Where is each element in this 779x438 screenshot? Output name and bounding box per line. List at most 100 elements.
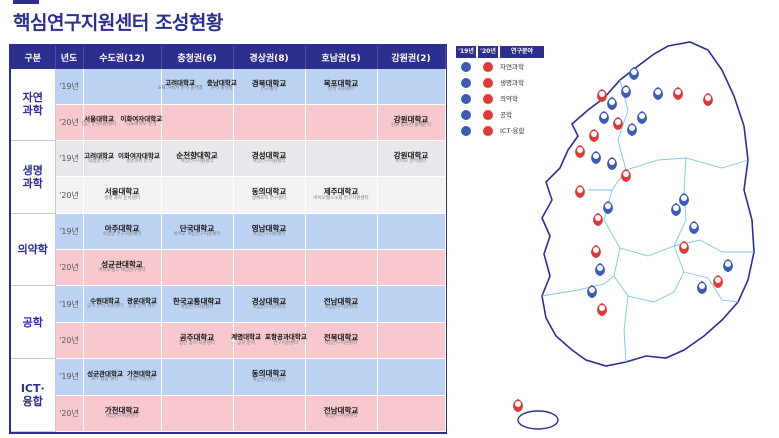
university-entry: 동의대학교 생체조직 연구센터 <box>252 188 287 201</box>
university-name: 영남대학교 <box>251 223 287 233</box>
location-pin-icon <box>593 213 603 226</box>
header-year: 년도 <box>55 46 84 69</box>
university-name: 성균관대학교 <box>101 260 143 270</box>
university-entry: 전남대학교 핵심연구지원센터 <box>323 296 359 311</box>
pin-icon <box>483 126 493 136</box>
pin-icon <box>483 94 493 104</box>
center-name: 융합 지원센터 <box>128 377 156 382</box>
university-name: 가천대학교 <box>126 369 157 378</box>
year-label: '20년 <box>55 249 84 287</box>
year-label: '19년 <box>55 213 84 251</box>
location-pin-icon <box>679 193 689 206</box>
region-cell-capital: 성균관대학교 바이오헬스 핵심연구센터 <box>83 249 162 287</box>
university-entry: 한국교통대학교 핵심연구지원센터 <box>173 297 221 311</box>
table-row: '20년 성균관대학교 바이오헬스 핵심연구센터 <box>11 249 446 287</box>
center-name: 핵심연구지원센터 <box>324 341 358 347</box>
university-entry: 단국대학교 바이오 핵심연구지원센터 <box>173 224 221 238</box>
field-label: 의약학 <box>11 213 56 287</box>
legend-row: 공학 <box>456 108 552 122</box>
region-cell-gyeongsang <box>233 395 306 433</box>
university-name: 동의대학교 <box>251 187 287 197</box>
legend-header-2020: '20년 <box>478 46 498 58</box>
legend-marker-2019 <box>456 60 476 74</box>
year-label: '20년 <box>55 395 84 433</box>
university-name: 이화여자대학교 <box>120 115 163 124</box>
university-entry: 고려대학교 의생명 연구 <box>84 152 114 165</box>
university-entry: 제주대학교 바이오헬스소재 연구지원센터 <box>313 188 368 201</box>
center-name: 핵심연구지원센터 <box>105 413 139 419</box>
region-cell-chungcheong <box>161 249 234 287</box>
field-label: ICT· 융합 <box>11 358 56 432</box>
region-cell-gangwon <box>377 69 446 105</box>
center-name: 생명 과학 분석센터 <box>104 195 140 201</box>
region-cell-gangwon <box>377 285 446 323</box>
center-name: 분석 플랫폼 <box>210 86 233 92</box>
legend-marker-2020 <box>478 60 498 74</box>
university-name: 고려대학교 <box>165 79 195 88</box>
region-cell-gyeongsang: 계명대학교 공학 분석 포항공과대학교 연구지원센터 <box>231 322 307 360</box>
region-cell-gangwon <box>377 176 446 214</box>
university-name: 서울대학교 <box>104 187 140 197</box>
location-pin-icon <box>513 399 523 412</box>
legend-marker-2020 <box>478 76 498 90</box>
university-entry: 서울대학교 첨단 분석지원센터 <box>82 116 117 128</box>
table-row: '20년 서울대학교 첨단 분석지원센터 이화여자대학교 나노바이오 분석 강원대학교 강원… <box>11 104 446 141</box>
university-name: 경성대학교 <box>251 151 287 161</box>
region-cell-chungcheong <box>161 358 234 396</box>
university-entry: 충남대학교 분석 플랫폼 <box>207 80 237 92</box>
legend-row: ICT·융합 <box>456 124 552 138</box>
title-accent-bar <box>13 0 39 4</box>
location-pin-icon <box>595 263 605 276</box>
pin-icon <box>461 94 471 104</box>
university-name: 전남대학교 <box>323 296 359 306</box>
location-pin-icon <box>591 151 601 164</box>
legend-field-label: 생명과학 <box>500 79 524 87</box>
legend-field-label: 자연과학 <box>500 63 524 71</box>
region-cell-honam: 전북대학교 핵심연구지원센터 <box>305 322 378 360</box>
center-name: 핵심연구지원센터 <box>180 304 214 310</box>
legend-marker-2020 <box>478 124 498 138</box>
region-cell-capital: 가천대학교 핵심연구지원센터 <box>83 395 162 433</box>
region-cell-gangwon <box>377 322 446 360</box>
table-row: 의약학 '19년 아주대학교 의생명 연구지원센터 단국대학교 바이오 핵심연구지원센터 영… <box>11 213 446 287</box>
legend-marker-2019 <box>456 92 476 106</box>
region-cell-gyeongsang: 동의대학교 생체조직 연구센터 <box>233 176 306 214</box>
legend-header-field: 연구분야 <box>500 46 544 58</box>
region-cell-capital: 아주대학교 의생명 연구지원센터 <box>83 213 162 251</box>
region-cell-gangwon <box>377 213 446 251</box>
university-entry: 동의대학교 핵심연구지원센터 <box>252 370 287 383</box>
location-pin-icon <box>575 145 585 158</box>
center-name: 바이오 핵심연구지원센터 <box>173 232 221 238</box>
location-pin-icon <box>703 93 713 106</box>
center-name: 첨단 분석지원센터 <box>81 122 117 128</box>
center-name: 핵심연구지원센터 <box>324 413 358 419</box>
region-cell-honam <box>305 140 378 178</box>
pin-icon <box>483 78 493 88</box>
location-pin-icon <box>673 87 683 100</box>
university-name: 서울대학교 <box>84 115 115 124</box>
university-entry: 경상대학교 핵심연구지원센터 <box>252 297 287 311</box>
pin-icon <box>483 62 493 72</box>
region-cell-honam: 전남대학교 핵심연구지원센터 <box>305 285 378 323</box>
region-cell-capital: 수원대학교 공학 분석 지원센터 광운대학교 융합 분석 센터 <box>83 285 162 323</box>
university-entry: 경성대학교 핵심연구지원센터 <box>251 151 287 165</box>
center-name: 소재·가속기 분석 플랫폼 <box>157 86 203 92</box>
location-pin-icon <box>613 117 623 130</box>
university-name: 동의대학교 <box>251 369 287 379</box>
legend-marker-2019 <box>456 108 476 122</box>
location-pin-icon <box>723 259 733 272</box>
center-name: 나노바이오 분석 <box>126 122 157 128</box>
location-pin-icon <box>629 67 639 80</box>
center-name: 바이오 분석센터 <box>395 159 427 165</box>
region-cell-chungcheong: 순천향대학교 핵심연구지원센터 <box>161 140 234 178</box>
location-pin-icon <box>697 281 707 294</box>
legend-marker-2019 <box>456 124 476 138</box>
university-name: 전북대학교 <box>323 332 359 342</box>
table-row: 생명 과학 '19년 고려대학교 의생명 연구 이화여자대학교 생명과학 분석 순천향대학교… <box>11 140 446 214</box>
location-pin-icon <box>597 303 607 316</box>
university-name: 강원대학교 <box>393 151 429 161</box>
university-name: 강원대학교 <box>393 114 429 124</box>
legend-marker-2020 <box>478 92 498 106</box>
university-entry: 성균관대학교 ICT 융합 센터 <box>87 370 123 383</box>
university-entry: 순천향대학교 핵심연구지원센터 <box>176 151 217 165</box>
